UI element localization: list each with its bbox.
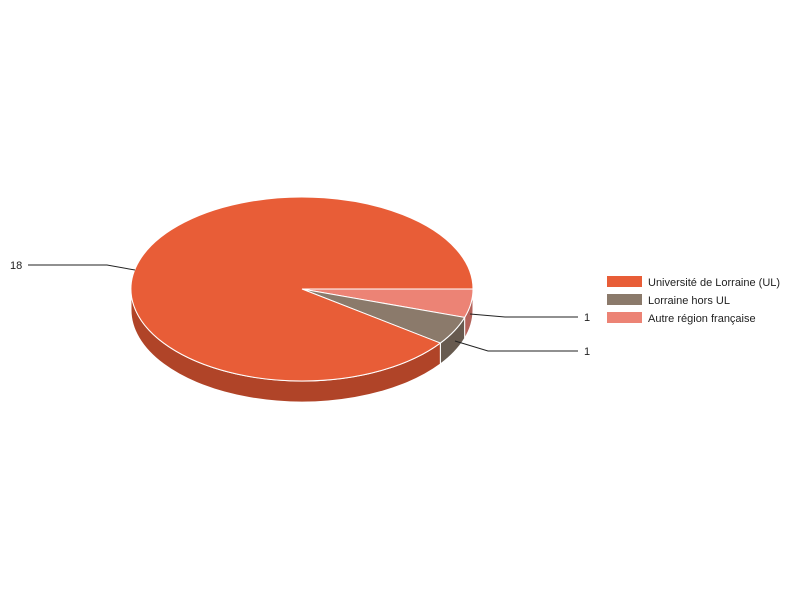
- legend-label: Lorraine hors UL: [648, 295, 730, 307]
- pie-slice: [130, 196, 474, 382]
- data-label: 1: [584, 346, 590, 358]
- leader-line: [28, 264, 136, 271]
- data-label: 1: [584, 312, 590, 324]
- legend-swatch: [607, 276, 642, 287]
- legend-swatch: [607, 294, 642, 305]
- legend-swatch: [607, 312, 642, 323]
- legend-label: Autre région française: [648, 313, 756, 325]
- legend-label: Université de Lorraine (UL): [648, 277, 780, 289]
- data-label: 18: [10, 260, 22, 272]
- leader-line: [454, 340, 578, 352]
- leader-line: [469, 313, 578, 318]
